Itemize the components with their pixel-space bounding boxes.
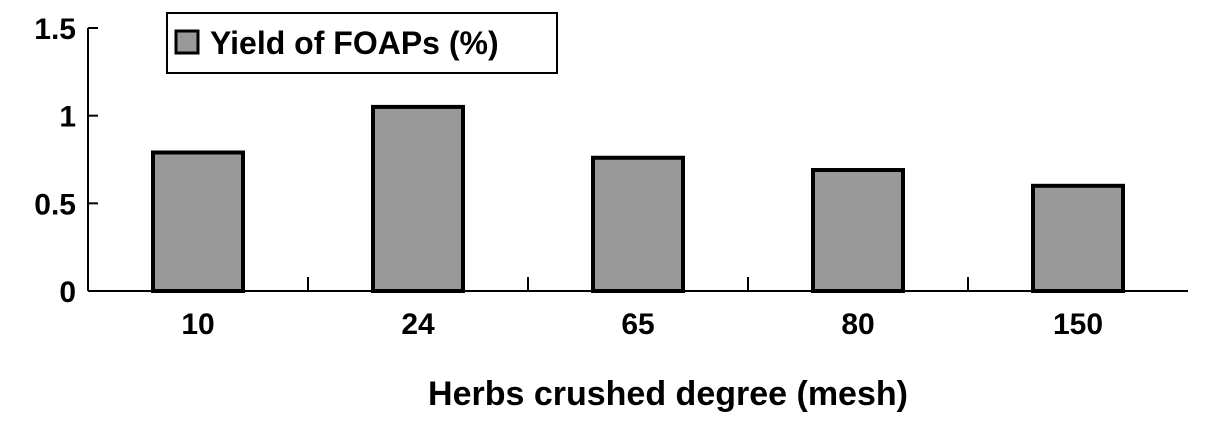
legend-box xyxy=(166,12,558,74)
axes-group xyxy=(87,28,1188,292)
x-axis-title: Herbs crushed degree (mesh) xyxy=(428,375,908,413)
bar xyxy=(151,150,245,293)
y-ticks-group: 0 0.5 1 1.5 xyxy=(34,13,98,309)
bar xyxy=(1031,183,1125,293)
x-tick-label: 150 xyxy=(1053,308,1103,341)
y-tick-label: 1.5 xyxy=(34,13,76,46)
x-tick-label: 80 xyxy=(841,308,874,341)
y-tick-label: 1 xyxy=(59,101,76,134)
bar xyxy=(371,104,465,294)
bars-group xyxy=(151,104,1125,294)
x-tick-label: 10 xyxy=(181,308,214,341)
legend-label: Yield of FOAPs (%) xyxy=(210,25,499,61)
bar xyxy=(811,168,905,294)
x-ticks-group: 10 24 65 80 150 xyxy=(181,277,1103,341)
x-tick-label: 65 xyxy=(621,308,654,341)
y-tick-label: 0 xyxy=(59,276,76,309)
y-tick-label: 0.5 xyxy=(34,188,76,221)
legend: Yield of FOAPs (%) xyxy=(166,12,558,74)
bar xyxy=(591,155,685,293)
legend-swatch xyxy=(174,29,200,55)
x-tick-label: 24 xyxy=(401,308,435,341)
